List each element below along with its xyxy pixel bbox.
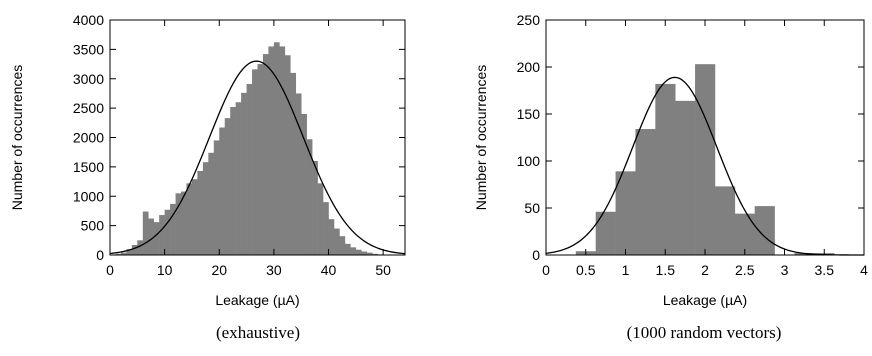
y-axis-title: Number of occurrences: [473, 65, 489, 211]
histogram-bar: [230, 107, 236, 255]
x-tick-label: 4: [860, 262, 868, 278]
y-tick-label: 2500: [73, 100, 104, 116]
histogram-bar: [635, 129, 655, 255]
y-tick-label: 200: [517, 59, 541, 75]
histogram-bar: [695, 64, 715, 255]
chart-caption: (exhaustive): [216, 323, 300, 342]
histogram-bar: [334, 229, 340, 255]
histogram-bars: [115, 42, 388, 255]
histogram-bar: [186, 183, 192, 255]
histogram-bar: [268, 46, 274, 255]
y-tick-label: 500: [81, 218, 105, 234]
histogram-bars: [576, 64, 835, 255]
histogram-bar: [236, 102, 242, 255]
y-axis-title: Number of occurrences: [9, 65, 25, 211]
x-tick-label: 40: [321, 262, 337, 278]
histogram-bar: [203, 162, 209, 255]
x-tick-label: 1: [622, 262, 630, 278]
x-tick-label: 3.5: [815, 262, 835, 278]
histogram-bar: [137, 240, 143, 255]
histogram-bar: [225, 118, 231, 255]
y-tick-label: 150: [517, 106, 541, 122]
histogram-bar: [154, 222, 160, 255]
y-tick-label: 50: [524, 200, 540, 216]
histogram-bar: [290, 73, 296, 255]
histogram-bar: [356, 250, 362, 255]
histogram-bar: [258, 64, 264, 255]
histogram-bar: [312, 161, 318, 255]
chart-caption: (1000 random vectors): [627, 323, 782, 342]
x-tick-label: 20: [211, 262, 227, 278]
histogram-bar: [165, 210, 171, 255]
histogram-bar: [596, 212, 616, 255]
x-tick-label: 10: [157, 262, 173, 278]
histogram-bar: [247, 84, 253, 255]
x-tick-label: 2.5: [735, 262, 755, 278]
histogram-bar: [735, 214, 755, 255]
y-tick-label: 1000: [73, 188, 104, 204]
y-tick-label: 4000: [73, 12, 104, 28]
histogram-bar: [616, 171, 636, 255]
histogram-bar: [132, 245, 138, 255]
x-tick-label: 50: [375, 262, 391, 278]
histogram-bar: [285, 55, 291, 255]
histogram-bar: [192, 179, 198, 255]
y-tick-label: 3000: [73, 71, 104, 87]
histogram-bar: [675, 101, 695, 255]
y-tick-label: 0: [532, 247, 540, 263]
histogram-bar: [345, 244, 351, 255]
y-tick-label: 250: [517, 12, 541, 28]
histogram-bar: [361, 251, 367, 255]
histogram-bar: [755, 206, 775, 255]
histogram-bar: [296, 93, 302, 255]
x-axis-title: Leakage (µA): [663, 292, 747, 308]
histogram-bar: [339, 236, 345, 255]
x-tick-label: 0: [106, 262, 114, 278]
histogram-bar: [715, 186, 735, 255]
x-tick-label: 2: [701, 262, 709, 278]
histogram-bar: [279, 46, 285, 255]
y-tick-label: 2000: [73, 130, 104, 146]
histogram-bar: [252, 69, 258, 255]
y-tick-label: 1500: [73, 159, 104, 175]
x-tick-label: 3: [781, 262, 789, 278]
histogram-bar: [143, 212, 149, 255]
x-tick-label: 1.5: [656, 262, 676, 278]
x-axis-title: Leakage (µA): [215, 292, 299, 308]
histogram-bar: [214, 140, 220, 255]
histogram-bar: [159, 215, 165, 255]
y-tick-label: 100: [517, 153, 541, 169]
x-tick-label: 0.5: [576, 262, 596, 278]
histogram-bar: [219, 128, 225, 255]
histogram-bar: [148, 219, 154, 255]
y-tick-label: 3500: [73, 41, 104, 57]
chart-random-vectors: 0 0.5 1 1.5 2 2.5 3 3.5 4 0 50 100 150 200 250 Leakage …: [473, 12, 868, 342]
histogram-bar: [318, 183, 324, 255]
histogram-bar: [241, 93, 247, 255]
histogram-bar: [329, 219, 335, 255]
histogram-bar: [323, 202, 329, 255]
x-tick-label: 0: [542, 262, 550, 278]
histogram-bar: [263, 54, 269, 255]
histogram-bar: [350, 247, 356, 255]
x-tick-label: 30: [266, 262, 282, 278]
histogram-bar: [197, 171, 203, 255]
y-tick-label: 0: [96, 247, 104, 263]
histogram-bar: [208, 153, 214, 255]
histogram-bar: [655, 84, 675, 255]
